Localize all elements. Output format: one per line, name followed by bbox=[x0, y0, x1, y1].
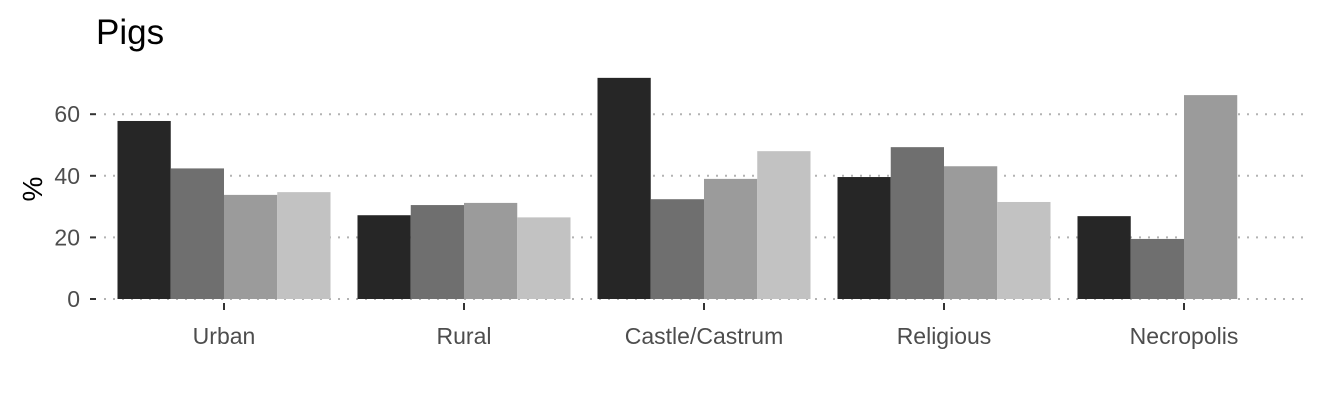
bar-urban-series-1 bbox=[117, 120, 171, 299]
y-tick-label-1: 20 bbox=[54, 224, 80, 250]
x-tick-label-1: Rural bbox=[437, 323, 492, 349]
x-tick-label-0: Urban bbox=[193, 323, 256, 349]
bar-religious-series-1 bbox=[837, 177, 891, 299]
y-axis-label: % bbox=[17, 177, 48, 202]
y-tick-label-2: 40 bbox=[54, 163, 80, 189]
bar-urban-series-3 bbox=[224, 194, 278, 299]
bar-rural-series-4 bbox=[517, 217, 571, 299]
bar-rural-series-3 bbox=[464, 202, 518, 299]
axes: 0 20 40 60 Urban Rural Castle/Castrum Religious… bbox=[54, 101, 1238, 349]
x-tick-label-2: Castle/Castrum bbox=[625, 323, 783, 349]
bar-religious-series-4 bbox=[997, 201, 1051, 299]
bar-necropolis-series-2 bbox=[1130, 238, 1184, 299]
bar-urban-series-2 bbox=[170, 168, 224, 299]
bar-castle-castrum-series-3 bbox=[704, 178, 758, 299]
x-tick-label-3: Religious bbox=[897, 323, 992, 349]
bar-castle-castrum-series-2 bbox=[650, 199, 704, 299]
chart-title: Pigs bbox=[96, 13, 164, 52]
bar-religious-series-2 bbox=[890, 147, 944, 299]
bar-urban-series-4 bbox=[277, 192, 331, 299]
bar-rural-series-2 bbox=[410, 205, 464, 299]
bar-religious-series-3 bbox=[944, 166, 998, 299]
bar-castle-castrum-series-1 bbox=[597, 77, 651, 299]
bar-necropolis-series-3 bbox=[1184, 95, 1238, 299]
bar-necropolis-series-1 bbox=[1077, 216, 1131, 299]
y-tick-label-3: 60 bbox=[54, 101, 80, 127]
bar-rural-series-1 bbox=[357, 215, 411, 299]
y-tick-label-0: 0 bbox=[67, 286, 80, 312]
bars bbox=[117, 77, 1238, 299]
bar-castle-castrum-series-4 bbox=[757, 151, 811, 299]
x-tick-label-4: Necropolis bbox=[1130, 323, 1239, 349]
